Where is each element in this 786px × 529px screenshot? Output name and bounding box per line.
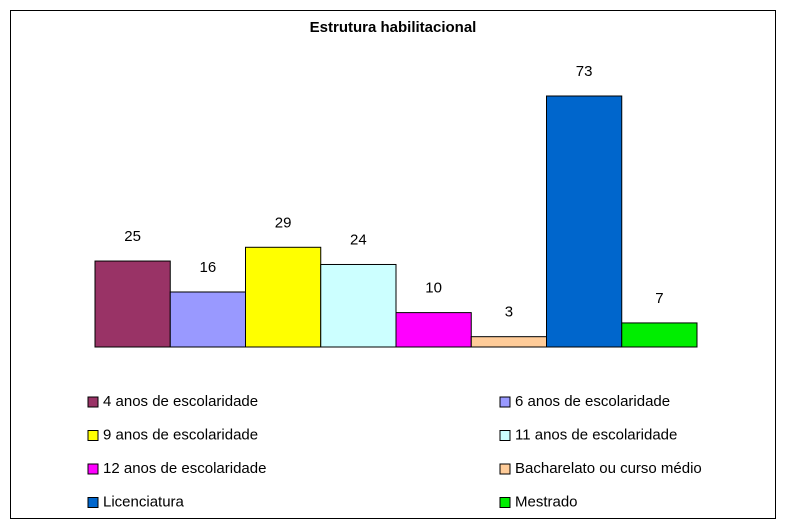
bar — [320, 263, 397, 348]
legend-swatch — [87, 396, 99, 408]
legend-label: 12 anos de escolaridade — [103, 460, 266, 477]
legend-label: 4 anos de escolaridade — [103, 393, 258, 410]
data-label: 10 — [425, 280, 442, 297]
data-label: 24 — [350, 231, 367, 248]
data-label: 29 — [275, 214, 292, 231]
legend-swatch — [87, 497, 99, 508]
legend-label: 11 anos de escolaridade — [515, 426, 677, 443]
legend-swatch — [87, 463, 99, 475]
data-label: 73 — [576, 63, 593, 80]
bar — [395, 312, 472, 348]
chart-title: Estrutura habilitacional — [310, 19, 477, 36]
legend-swatch — [499, 497, 511, 508]
legend-swatch — [499, 430, 511, 441]
legend-label: Mestrado — [515, 493, 578, 510]
data-label: 7 — [655, 290, 663, 307]
bar — [169, 291, 246, 348]
bar — [546, 95, 623, 348]
data-label: 25 — [124, 228, 141, 245]
bar — [470, 336, 547, 348]
legend-label: 9 anos de escolaridade — [103, 426, 258, 443]
legend-label: Bacharelato ou curso médio — [515, 460, 702, 477]
data-label: 16 — [200, 259, 217, 276]
legend-label: Licenciatura — [103, 493, 185, 510]
legend-swatch — [87, 430, 99, 441]
bar — [621, 322, 698, 348]
legend-swatch — [499, 463, 511, 475]
bar — [94, 260, 171, 348]
bar — [245, 246, 322, 348]
legend-swatch — [499, 396, 511, 408]
legend-label: 6 anos de escolaridade — [515, 393, 670, 410]
data-label: 3 — [505, 304, 513, 321]
